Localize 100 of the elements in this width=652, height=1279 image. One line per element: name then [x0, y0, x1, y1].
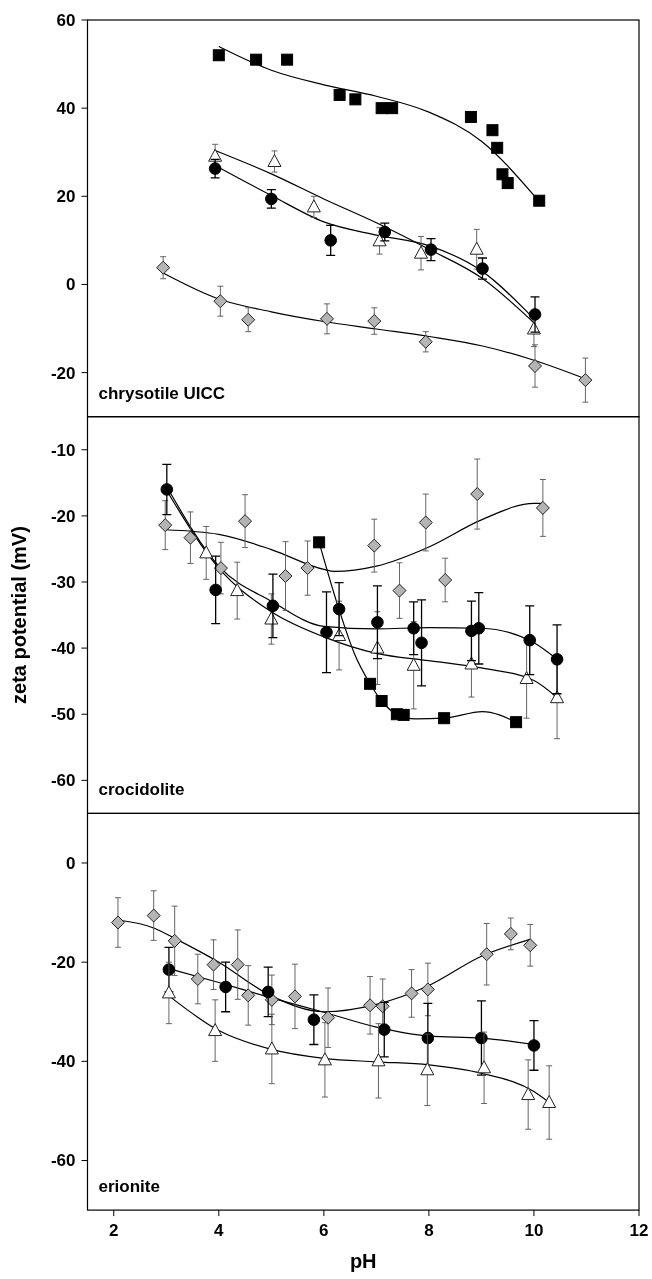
point [438, 573, 453, 588]
point [418, 334, 433, 349]
y-tick-label: -50 [50, 705, 76, 725]
point [333, 88, 346, 101]
x-tick-label: 8 [424, 1221, 434, 1241]
annotation: crocidolite [98, 780, 185, 800]
point [238, 514, 253, 529]
point [199, 545, 214, 559]
point [300, 561, 315, 576]
point [160, 483, 174, 496]
point [510, 716, 523, 729]
point [230, 957, 245, 972]
point [281, 53, 294, 66]
point [527, 1039, 541, 1052]
point [213, 561, 228, 576]
y-tick-label: -40 [50, 639, 76, 659]
y-tick-label: -60 [50, 771, 76, 791]
point [503, 926, 518, 941]
point [364, 677, 377, 690]
point [213, 294, 228, 309]
point [241, 988, 256, 1003]
point [209, 583, 222, 597]
point [414, 245, 429, 259]
point [372, 233, 387, 247]
y-tick-label: -30 [50, 572, 76, 592]
x-tick-label: 2 [109, 1221, 119, 1241]
point [415, 636, 428, 650]
point [375, 695, 388, 707]
point [264, 1041, 279, 1055]
point [476, 262, 489, 275]
point [156, 260, 171, 275]
point [469, 241, 484, 255]
point [407, 621, 420, 635]
point [386, 102, 399, 115]
point [528, 308, 542, 321]
point [470, 487, 485, 502]
point [424, 243, 438, 256]
point [418, 515, 433, 530]
point [307, 1013, 321, 1026]
point [206, 957, 221, 972]
x-tick-label: 6 [319, 1221, 329, 1241]
point [317, 1052, 332, 1066]
point [438, 712, 451, 725]
annotation: erionite [98, 1177, 160, 1197]
point [375, 102, 388, 115]
point [392, 583, 407, 598]
point [208, 1023, 223, 1037]
point [397, 708, 410, 721]
x-axis-title: pH [349, 1250, 377, 1273]
point [542, 1095, 557, 1108]
point [550, 653, 564, 666]
point [261, 985, 275, 999]
y-tick-label: -20 [50, 953, 76, 973]
point [486, 124, 499, 137]
point [320, 311, 335, 326]
point [324, 234, 337, 247]
point [208, 162, 222, 175]
point [161, 985, 176, 999]
point [183, 530, 198, 545]
point [250, 53, 263, 66]
y-tick-label: -20 [50, 363, 76, 383]
point [266, 599, 280, 613]
point [420, 982, 435, 997]
point [306, 199, 321, 213]
point [212, 49, 225, 62]
y-tick-label: 60 [56, 10, 76, 30]
point [420, 1062, 435, 1076]
point [528, 359, 542, 374]
y-tick-label: -40 [50, 1052, 76, 1072]
point [321, 1010, 336, 1025]
point [533, 194, 546, 207]
point [230, 583, 245, 597]
point [190, 972, 205, 987]
point [367, 314, 382, 329]
y-tick-label: -10 [50, 440, 76, 460]
annotation: chrysotile UICC [98, 383, 226, 403]
point [313, 536, 326, 549]
y-axis-title: zeta potential (mV) [8, 526, 30, 704]
y-tick-label: 40 [56, 99, 76, 119]
point [404, 986, 419, 1001]
x-tick-label: 10 [524, 1221, 544, 1241]
point [110, 915, 125, 930]
point [523, 633, 537, 647]
point [219, 980, 232, 994]
point [287, 989, 302, 1004]
point [320, 625, 333, 639]
point [550, 690, 565, 704]
point [464, 110, 477, 123]
x-tick-label: 4 [214, 1221, 225, 1241]
y-tick-label: -60 [50, 1151, 76, 1171]
point [477, 1060, 492, 1074]
y-tick-label: 0 [66, 275, 76, 295]
point [349, 93, 362, 106]
point [501, 177, 514, 190]
point [406, 657, 421, 671]
point [523, 938, 538, 953]
y-tick-label: -20 [50, 506, 76, 526]
point [377, 1023, 391, 1036]
point [371, 1053, 386, 1067]
point [519, 671, 534, 685]
